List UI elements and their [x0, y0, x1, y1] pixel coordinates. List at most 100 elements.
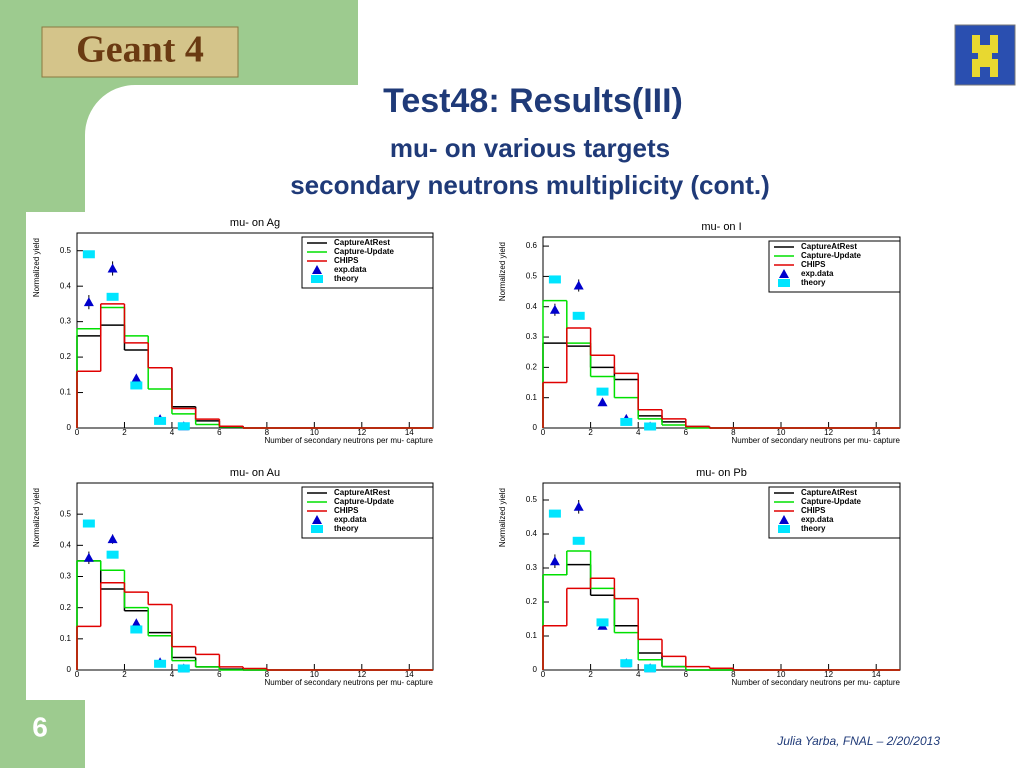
- x-tick-label: 2: [588, 670, 593, 679]
- y-tick-label: 0.2: [60, 352, 72, 361]
- x-tick-label: 2: [122, 428, 127, 437]
- x-tick-label: 12: [357, 428, 366, 437]
- subtitle: mu- on various targets: [390, 133, 670, 163]
- data-point: [548, 275, 561, 284]
- chart-title: mu- on Pb: [696, 467, 747, 479]
- legend-marker: [311, 275, 323, 283]
- legend-label: CHIPS: [801, 260, 826, 269]
- y-axis-label: Normalized yield: [32, 488, 41, 547]
- legend-label: CHIPS: [334, 256, 359, 265]
- logo-box: [41, 26, 239, 78]
- legend-marker: [779, 515, 789, 524]
- legend-label: theory: [801, 524, 826, 533]
- x-tick-label: 8: [265, 670, 270, 679]
- data-point: [106, 292, 119, 301]
- legend-label: CaptureAtRest: [801, 488, 857, 497]
- data-point: [130, 625, 143, 634]
- x-tick-label: 8: [265, 428, 270, 437]
- data-point: [131, 373, 142, 383]
- legend-label: exp.data: [801, 515, 834, 524]
- x-tick-label: 12: [824, 670, 833, 679]
- data-point: [644, 422, 657, 431]
- x-tick-label: 14: [872, 428, 881, 437]
- x-tick-label: 12: [824, 428, 833, 437]
- data-point: [131, 618, 142, 628]
- data-point: [177, 422, 190, 431]
- y-tick-label: 0: [533, 423, 538, 432]
- legend-label: CaptureAtRest: [801, 242, 857, 251]
- legend-label: CHIPS: [334, 506, 359, 515]
- data-point: [572, 536, 585, 545]
- data-point: [83, 552, 94, 562]
- data-point: [620, 417, 633, 426]
- x-tick-label: 6: [217, 428, 222, 437]
- chart-title: mu- on Ag: [230, 217, 280, 229]
- fermilab-emblem: [972, 35, 998, 77]
- y-tick-label: 0.1: [60, 388, 72, 397]
- y-tick-label: 0.2: [60, 603, 72, 612]
- logo-text: Geant 4: [76, 29, 204, 71]
- x-axis-label: Number of secondary neutrons per mu- cap…: [264, 436, 433, 445]
- footer: Julia Yarba, FNAL – 2/20/2013: [776, 734, 940, 748]
- y-tick-label: 0.3: [526, 332, 538, 341]
- y-tick-label: 0.1: [526, 393, 538, 402]
- legend-label: Capture-Update: [334, 497, 395, 506]
- y-tick-label: 0: [67, 423, 72, 432]
- legend-marker: [312, 515, 322, 524]
- x-tick-label: 4: [636, 428, 641, 437]
- legend-label: Capture-Update: [334, 247, 395, 256]
- y-tick-label: 0.5: [526, 495, 538, 504]
- x-tick-label: 14: [405, 670, 414, 679]
- y-tick-label: 0.5: [60, 509, 72, 518]
- y-tick-label: 0.4: [526, 302, 538, 311]
- data-point: [573, 501, 584, 511]
- legend-label: theory: [334, 524, 359, 533]
- x-tick-label: 6: [684, 428, 689, 437]
- data-point: [106, 550, 119, 559]
- x-tick-label: 0: [75, 428, 80, 437]
- legend-box: [301, 486, 434, 539]
- data-point: [177, 664, 190, 673]
- legend-label: theory: [801, 278, 826, 287]
- x-tick-label: 8: [731, 428, 736, 437]
- x-tick-label: 4: [636, 670, 641, 679]
- data-point: [549, 556, 560, 566]
- subtitle: secondary neutrons multiplicity (cont.): [290, 170, 770, 200]
- x-tick-label: 2: [122, 670, 127, 679]
- y-tick-label: 0.3: [60, 317, 72, 326]
- y-tick-label: 0.1: [60, 634, 72, 643]
- x-tick-label: 6: [217, 670, 222, 679]
- y-axis-label: Normalized yield: [32, 238, 41, 297]
- data-point: [154, 659, 167, 668]
- y-axis-label: Normalized yield: [498, 242, 507, 301]
- x-axis-label: Number of secondary neutrons per mu- cap…: [731, 436, 900, 445]
- y-tick-label: 0.5: [60, 246, 72, 255]
- x-tick-label: 10: [310, 428, 319, 437]
- x-tick-label: 10: [777, 670, 786, 679]
- y-tick-label: 0.4: [526, 529, 538, 538]
- x-tick-label: 10: [777, 428, 786, 437]
- chart-title: mu- on Au: [230, 467, 280, 479]
- legend-label: CaptureAtRest: [334, 488, 390, 497]
- y-axis-label: Normalized yield: [498, 488, 507, 547]
- legend-label: Capture-Update: [801, 251, 862, 260]
- x-tick-label: 14: [405, 428, 414, 437]
- legend-box: [768, 486, 901, 539]
- y-tick-label: 0.2: [526, 597, 538, 606]
- x-tick-label: 8: [731, 670, 736, 679]
- legend-marker: [779, 269, 789, 278]
- y-tick-label: 0.3: [60, 572, 72, 581]
- x-tick-label: 6: [684, 670, 689, 679]
- data-point: [620, 659, 633, 668]
- x-tick-label: 4: [170, 428, 175, 437]
- legend-label: exp.data: [334, 265, 367, 274]
- data-point: [107, 263, 118, 273]
- legend-label: exp.data: [801, 269, 834, 278]
- page-number: 6: [32, 711, 48, 742]
- data-point: [596, 387, 609, 396]
- data-point: [573, 280, 584, 290]
- legend-label: CaptureAtRest: [334, 238, 390, 247]
- legend-box: [301, 236, 434, 289]
- legend-label: CHIPS: [801, 506, 826, 515]
